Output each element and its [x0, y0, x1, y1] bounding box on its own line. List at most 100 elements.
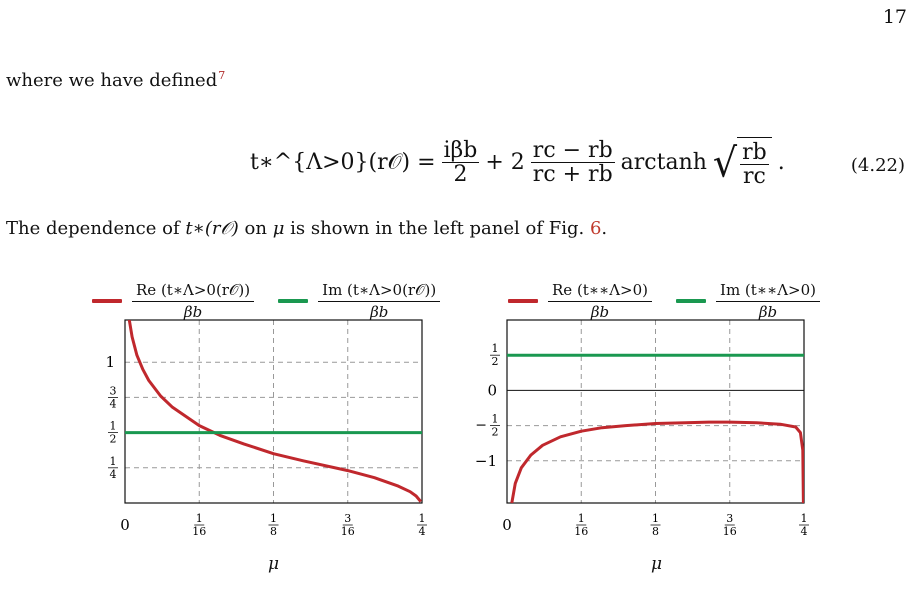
tick-label: 316 [723, 512, 737, 538]
tick-num: 3 [726, 512, 733, 525]
intro-paragraph: where we have defined7 [6, 69, 226, 94]
tick-num: 1 [578, 512, 585, 525]
tick-label: 1 [105, 353, 115, 371]
legend-item-re: Re (t∗Λ>0(r𝒪)) βb [92, 281, 255, 321]
tick-minus: − [475, 418, 487, 434]
tick-den: 4 [801, 525, 808, 538]
tick-label: 0 [120, 516, 130, 534]
equation-4-22: t∗^{Λ>0}(r𝒪) = iβb 2 + 2 rc − rb rc + rb… [250, 137, 785, 188]
equation-end: . [777, 150, 785, 176]
tick-num: 1 [492, 342, 499, 355]
tick-num: 3 [344, 512, 351, 525]
legend-item-re: Re (t∗∗Λ>0) βb [508, 281, 653, 321]
series-line-re [510, 420, 804, 503]
tick-label: 116 [574, 512, 588, 538]
tick-label: 34 [108, 384, 118, 410]
legend-label-num: Re (t∗Λ>0(r𝒪)) [132, 281, 255, 302]
term2-numerator: rc − rb [530, 138, 615, 164]
tick-num: 1 [110, 455, 117, 468]
legend-swatch-red [92, 299, 122, 303]
term1-denominator: 2 [453, 162, 468, 188]
legend-label-num: Re (t∗∗Λ>0) [548, 281, 653, 302]
legend-swatch-green [676, 299, 707, 303]
tick-num: 1 [196, 512, 203, 525]
dependence-paragraph: The dependence of t∗(r𝒪) on μ is shown i… [6, 218, 607, 240]
tick-num: 1 [492, 413, 499, 426]
equation-term2: rc − rb rc + rb [530, 138, 615, 188]
tick-den: 8 [270, 525, 277, 538]
left-legend: Re (t∗Λ>0(r𝒪)) βb Im (t∗Λ>0(r𝒪)) βb [92, 281, 441, 321]
series-line-re [127, 320, 422, 503]
tick-num: 1 [801, 512, 808, 525]
legend-swatch-green [278, 299, 309, 303]
page-number: 17 [882, 6, 907, 28]
term2-denominator: rc + rb [532, 162, 613, 188]
equation-term1: iβb 2 [441, 138, 480, 188]
tick-den: 16 [723, 525, 737, 538]
intro-text: where we have defined [6, 70, 218, 91]
tick-label: 12 [490, 342, 500, 368]
tick-den: 8 [652, 525, 659, 538]
tick-label: 0 [502, 516, 512, 534]
tick-den: 2 [110, 433, 117, 446]
legend-item-im: Im (t∗∗Λ>0) βb [676, 281, 820, 321]
tick-den: 4 [110, 468, 117, 481]
text-segment: on [238, 218, 273, 239]
footnote-link[interactable]: 7 [218, 69, 226, 82]
tick-label: 12− [475, 413, 500, 439]
legend-label-den: βb [590, 303, 610, 321]
tick-label: 18 [650, 512, 661, 538]
tick-label: 12 [108, 420, 118, 446]
tick-den: 2 [492, 355, 499, 368]
sqrt-denominator: rc [743, 164, 766, 190]
plot-frame [506, 319, 805, 504]
legend-label-den: βb [370, 303, 389, 321]
legend-label-den: βb [758, 303, 778, 321]
right-legend: Re (t∗∗Λ>0) βb Im (t∗∗Λ>0) βb [508, 281, 820, 321]
equation-plus: + 2 [485, 150, 525, 176]
tick-num: 1 [270, 512, 277, 525]
equation-number: (4.22) [850, 155, 905, 176]
equation-sqrt: √ rb rc [713, 137, 772, 188]
text-segment: The dependence of [6, 218, 186, 239]
legend-label-num: Im (t∗∗Λ>0) [716, 281, 820, 302]
figure-link[interactable]: 6 [589, 218, 602, 239]
legend-label-den: βb [183, 303, 203, 321]
tick-label: 0 [487, 381, 497, 399]
equation-lhs: t∗^{Λ>0}(r𝒪) = [250, 150, 436, 176]
text-segment: . [601, 218, 608, 239]
tick-num: 1 [419, 512, 426, 525]
sqrt-numerator: rb [740, 140, 769, 166]
plot-frame [124, 319, 423, 504]
tick-label: 14 [799, 512, 809, 538]
tick-den: 4 [110, 397, 117, 410]
tick-den: 16 [192, 525, 206, 538]
tick-num: 1 [110, 420, 117, 433]
tick-den: 2 [492, 426, 499, 439]
legend-label-num: Im (t∗Λ>0(r𝒪)) [318, 281, 441, 302]
tick-label: 116 [192, 512, 206, 538]
right-xlabel: μ [651, 554, 663, 574]
tick-label: 316 [341, 512, 355, 538]
tick-den: 16 [341, 525, 355, 538]
term1-numerator: iβb [441, 138, 480, 164]
equation-function: arctanh [620, 150, 707, 176]
math-segment: t∗(r𝒪) [185, 218, 239, 239]
text-segment: is shown in the left panel of Fig. [284, 218, 590, 239]
tick-label: −1 [475, 452, 497, 470]
sqrt-sign: √ [712, 139, 738, 186]
tick-num: 1 [652, 512, 659, 525]
tick-label: 18 [268, 512, 279, 538]
tick-num: 3 [110, 384, 117, 397]
math-segment: μ [272, 218, 285, 239]
left-xlabel: μ [268, 554, 280, 574]
tick-den: 4 [419, 525, 426, 538]
tick-den: 16 [574, 525, 588, 538]
legend-swatch-red [508, 299, 538, 303]
tick-label: 14 [108, 455, 118, 481]
tick-label: 14 [417, 512, 427, 538]
legend-item-im: Im (t∗Λ>0(r𝒪)) βb [278, 281, 441, 321]
